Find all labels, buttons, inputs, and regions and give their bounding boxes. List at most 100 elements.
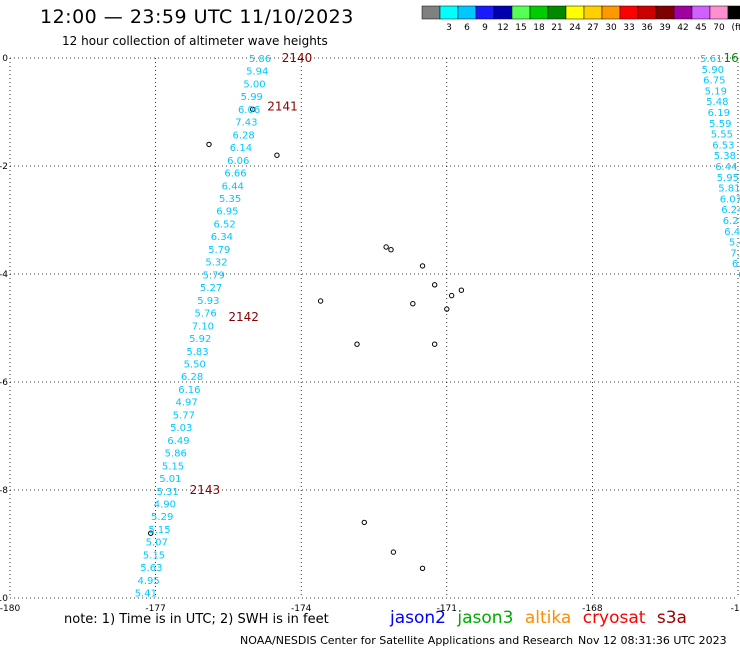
colorbar-swatch	[709, 5, 729, 20]
colorbar-label: 9	[482, 23, 488, 33]
x-tick-label: -16	[731, 604, 740, 614]
wave-height-label: 5.63	[140, 563, 162, 574]
credit-line: NOAA/NESDIS Center for Satellite Applica…	[240, 634, 574, 647]
wave-height-label: 6.28	[181, 372, 203, 383]
wave-height-label: 5.95	[717, 173, 739, 184]
island-outline	[431, 282, 438, 288]
y-tick-label: 0	[2, 54, 8, 64]
colorbar-swatch	[439, 5, 459, 20]
colorbar-label: 70	[713, 23, 725, 33]
colorbar-label: 33	[623, 23, 634, 33]
wave-height-label: 7.10	[192, 321, 214, 332]
wave-height-label: 6.07	[720, 194, 740, 205]
wave-height-label: 5.01	[159, 474, 181, 485]
wave-height-label: 5.50	[184, 359, 206, 370]
wave-height-label: 6.21	[723, 216, 740, 227]
wave-height-label: 6.44	[715, 162, 737, 173]
colorbar-label: 21	[551, 23, 562, 33]
wave-height-label: 5.90	[702, 65, 724, 76]
wave-height-label: 5.19	[705, 86, 727, 97]
colorbar-swatch	[475, 5, 495, 20]
island-outline	[361, 519, 367, 526]
colorbar-label: 12	[497, 23, 508, 33]
colorbar-swatch	[691, 5, 711, 20]
island-outline	[448, 292, 455, 299]
island-outline	[431, 341, 438, 347]
wave-height-label: 5.41	[135, 589, 157, 600]
wave-height-label: 6.95	[216, 207, 238, 218]
map-grid	[9, 57, 739, 599]
sat-altika: altika	[524, 608, 572, 628]
sat-jason2: jason2	[390, 608, 446, 628]
wave-height-label: 5.32	[205, 258, 227, 269]
wave-height-label: 5.27	[200, 283, 222, 294]
colorbar-label: 27	[587, 23, 598, 33]
pass-number-label: 2142	[228, 310, 259, 324]
colorbar-label: 24	[569, 23, 581, 33]
wave-height-label: 6.06	[238, 105, 260, 116]
wave-height-label: 6.14	[230, 143, 252, 154]
colorbar-label: 15	[515, 23, 526, 33]
island-outline	[274, 152, 280, 158]
x-tick-label: -177	[145, 604, 165, 614]
wave-height-label: 5.83	[186, 347, 208, 358]
wave-height-label: 6.28	[233, 130, 255, 141]
wave-height-label: 5.92	[189, 334, 211, 345]
island-outline	[388, 247, 394, 253]
colorbar-label: 36	[641, 23, 653, 33]
generated-timestamp: Nov 12 08:31:36 UTC 2023	[578, 634, 727, 647]
colorbar-swatch	[529, 5, 549, 20]
wave-height-label: 6.75	[703, 76, 725, 87]
colorbar-label: 18	[533, 23, 545, 33]
island-outline	[383, 244, 389, 250]
colorbar-swatch	[547, 5, 567, 20]
wave-height-label: 5.59	[709, 119, 731, 130]
wave-height-label: 5.99	[241, 92, 263, 103]
colorbar-swatch	[565, 5, 585, 20]
colorbar-swatch	[673, 5, 693, 20]
wave-height-label: 5.86	[249, 54, 271, 65]
wave-height-label: 5.00	[243, 79, 265, 90]
wave-height-label: 5.61	[700, 54, 722, 65]
colorbar-label: 30	[605, 23, 617, 33]
altimeter-tracks: 5.865.945.005.996.067.436.286.146.066.66…	[135, 54, 740, 600]
x-tick-label: -168	[582, 604, 603, 614]
wave-height-label: 5.55	[711, 130, 733, 141]
wave-height-label: 5.94	[246, 67, 268, 78]
wave-height-label: 6.40	[724, 227, 740, 238]
wave-height-label: 5.29	[151, 512, 173, 523]
colorbar-swatch	[493, 5, 513, 20]
wave-height-label: 4.90	[154, 500, 176, 511]
colorbar-label: 39	[659, 23, 671, 33]
colorbar-label: 6	[464, 23, 470, 33]
island-outline	[206, 141, 212, 148]
island-outline	[354, 341, 360, 347]
pass-labels: 214021412142214316161617	[190, 51, 740, 497]
y-tick-label: -2	[0, 162, 8, 172]
colorbar-swatch	[637, 5, 657, 20]
wave-height-label: 6.19	[708, 108, 730, 119]
island-outline	[444, 306, 450, 312]
wave-height-label: 5.48	[706, 97, 728, 108]
wave-height-label: 4.95	[137, 576, 159, 587]
wave-height-label: 6	[738, 270, 740, 281]
axis-tick-labels: -180 -177 -174 -171 -168 -16 0 -2 -4 -6 -8 -10	[0, 54, 740, 614]
wave-height-label: 5.15	[162, 461, 184, 472]
pass-number-label: 2143	[190, 483, 221, 497]
x-tick-label: -171	[437, 604, 457, 614]
colorbar-swatch	[457, 5, 477, 20]
wave-height-label: 6.34	[211, 232, 233, 243]
wave-height-label: 6.44	[222, 181, 244, 192]
wave-height-label: 5.81	[718, 184, 740, 195]
island-outline	[458, 287, 465, 293]
colorbar-swatch	[619, 5, 639, 20]
sat-jason3: jason3	[457, 608, 514, 628]
pass-number-label: 1616	[723, 51, 740, 65]
wave-height-label: 6.49	[167, 436, 189, 447]
wave-height-label: 4.97	[175, 398, 197, 409]
colorbar-label: 42	[677, 23, 688, 33]
wave-height-label: 5.15	[148, 525, 170, 536]
satellite-legend: jason2 jason3 altika cryosat s3a	[390, 608, 693, 628]
wave-height-label: 5.4	[729, 238, 740, 249]
